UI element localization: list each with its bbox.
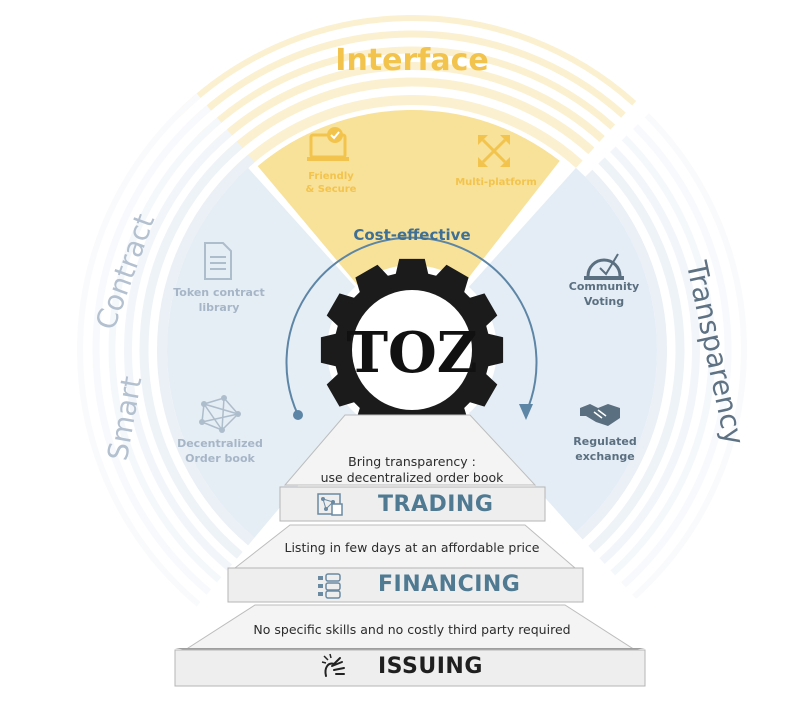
feature-multi-platform: Multi-platform xyxy=(436,176,556,189)
voting-icon xyxy=(584,253,624,280)
outer-ring-arc xyxy=(139,141,243,559)
issuing-bar xyxy=(174,649,646,687)
outer-ring-arc xyxy=(610,135,716,576)
issuing-title: ISSUING xyxy=(378,654,483,679)
cost-effective-label: Cost-effective xyxy=(353,226,470,244)
feature-voting-line1: Community xyxy=(568,280,640,293)
trading-desc-line2: use decentralized order book xyxy=(320,470,504,485)
feature-token-line2: library xyxy=(198,301,240,314)
trading-icon xyxy=(317,493,343,516)
feature-friendly-secure: Friendly & Secure xyxy=(271,170,391,196)
outer-ring-arc xyxy=(186,30,626,130)
handshake-icon xyxy=(580,404,620,426)
trading-slope xyxy=(283,414,537,486)
gear-inner-circle xyxy=(352,290,472,410)
feature-exchange-line2: exchange xyxy=(575,450,635,463)
feature-token-line1: Token contract xyxy=(173,286,265,299)
outer-ring-arc xyxy=(77,93,201,607)
feature-community-voting: Community Voting xyxy=(544,279,664,309)
trading-desc-line1: Bring transparency : xyxy=(348,454,476,469)
outer-ring-arc xyxy=(219,77,595,164)
trading-description: Bring transparency : use decentralized o… xyxy=(12,454,800,486)
sector-interface xyxy=(257,110,560,285)
feature-order-book: Decentralized Order book xyxy=(160,436,280,466)
cost-effective-arc xyxy=(285,236,538,416)
feature-order-line1: Decentralized xyxy=(177,437,263,450)
trading-title: TRADING xyxy=(378,492,494,517)
financing-title: FINANCING xyxy=(378,572,521,597)
financing-description: Listing in few days at an affordable pri… xyxy=(284,540,540,555)
toz-logo-text: TOZ xyxy=(346,320,477,386)
outer-ring-arc xyxy=(621,124,732,588)
outer-ring-arc xyxy=(197,46,616,141)
sector-transparency xyxy=(468,167,658,533)
arc-arrowhead xyxy=(519,404,533,420)
outer-ring-arc xyxy=(92,105,212,595)
sector-smart-contract xyxy=(166,167,358,538)
outer-ring-arc xyxy=(231,95,583,177)
feature-friendly-line2: & Secure xyxy=(305,184,357,195)
financing-bar xyxy=(227,567,584,603)
outer-rings xyxy=(77,15,747,607)
issuing-description: No specific skills and no costly third p… xyxy=(253,622,571,637)
network-icon xyxy=(199,395,241,433)
pyramid xyxy=(174,414,646,687)
feature-token-library: Token contract library xyxy=(159,285,279,315)
feature-order-line2: Order book xyxy=(185,452,255,465)
outer-ring-arc xyxy=(575,169,667,540)
feature-multi-platform-label: Multi-platform xyxy=(455,177,537,188)
document-icon xyxy=(204,242,232,280)
friendly-secure-icon xyxy=(307,127,349,161)
arc-end-dot xyxy=(293,410,303,420)
feature-regulated-exchange: Regulated exchange xyxy=(545,434,665,464)
outer-ring-arc xyxy=(632,113,747,599)
sector-title-smart: Smart xyxy=(101,374,148,463)
multi-platform-icon xyxy=(478,135,510,167)
feature-friendly-line1: Friendly xyxy=(308,171,354,182)
outer-ring-arc xyxy=(108,117,222,583)
outer-ring-arc xyxy=(175,15,637,118)
outer-ring-arc xyxy=(124,129,233,571)
issuing-icon xyxy=(321,653,345,677)
feature-exchange-line1: Regulated xyxy=(573,435,637,448)
outer-ring-arc xyxy=(588,157,685,553)
outer-ring-arc xyxy=(599,146,700,565)
feature-voting-line2: Voting xyxy=(583,295,625,308)
outer-ring-arc xyxy=(157,154,255,546)
sector-title-interface: Interface xyxy=(335,43,488,78)
outer-ring-arc xyxy=(208,62,605,153)
financing-icon xyxy=(318,573,341,599)
